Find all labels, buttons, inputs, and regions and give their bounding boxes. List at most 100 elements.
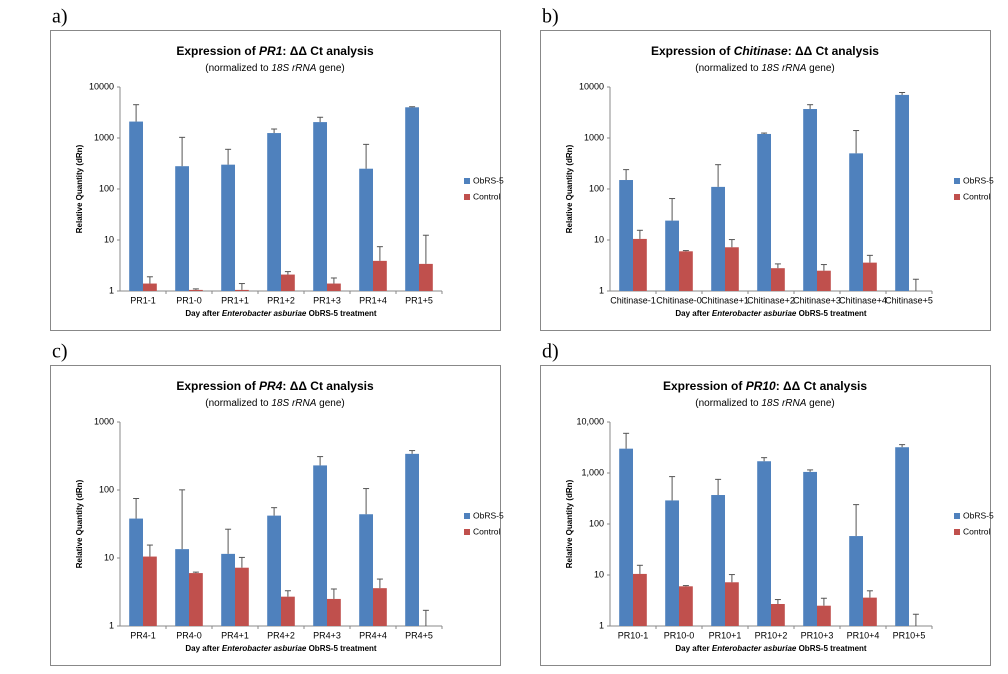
- error-bar: [899, 444, 906, 448]
- legend-label: ObRS-5: [473, 510, 504, 520]
- y-tick-label: 10: [594, 234, 604, 244]
- chart-title-part: : ΔΔ Ct analysis: [282, 379, 374, 393]
- legend-label: ObRS-5: [963, 510, 994, 520]
- bar: [143, 283, 157, 291]
- bar: [189, 289, 203, 291]
- chart-subtitle-part: gene): [806, 63, 834, 74]
- chart-subtitle-part: 18S rRNA: [761, 398, 806, 409]
- x-tick-label: PR4+5: [405, 630, 433, 640]
- error-bar: [728, 574, 735, 583]
- error-bar: [761, 132, 768, 134]
- panel: a) Expression of PR1: ΔΔ Ct analysis (norm…: [50, 6, 504, 331]
- legend-swatch: [464, 513, 470, 519]
- bar: [281, 596, 295, 626]
- chart-title: Expression of PR4: ΔΔ Ct analysis: [176, 379, 374, 393]
- bar: [849, 536, 863, 626]
- chart-title: Expression of PR10: ΔΔ Ct analysis: [663, 379, 867, 393]
- bar: [175, 166, 189, 291]
- legend-swatch: [954, 178, 960, 184]
- error-bar: [192, 288, 199, 290]
- bar: [665, 500, 679, 626]
- error-bar: [133, 104, 140, 122]
- chart-title-part: : ΔΔ Ct analysis: [776, 379, 868, 393]
- bar: [419, 263, 433, 291]
- bar: [817, 270, 831, 291]
- chart-title: Expression of PR1: ΔΔ Ct analysis: [176, 44, 374, 58]
- x-tick-label: PR1+5: [405, 295, 433, 305]
- chart-title-part: Expression of: [176, 44, 259, 58]
- error-bar: [853, 504, 860, 537]
- x-tick-label: Chitinase+4: [839, 295, 887, 305]
- error-bar: [330, 588, 337, 599]
- error-bar: [820, 597, 827, 606]
- x-axis-title-part: Day after: [675, 309, 711, 318]
- x-tick-label: PR10+1: [709, 630, 742, 640]
- legend-swatch: [954, 529, 960, 535]
- bar: [143, 556, 157, 626]
- error-bar: [636, 229, 643, 239]
- x-axis-title: Day after Enterobacter asburiae ObRS-5 t…: [185, 309, 377, 318]
- error-bar: [146, 276, 153, 284]
- error-bar: [866, 590, 873, 598]
- bar: [633, 573, 647, 626]
- x-tick-label: PR10+4: [847, 630, 880, 640]
- panel-label: a): [52, 6, 68, 28]
- legend-label: ObRS-5: [473, 175, 504, 185]
- y-tick-label: 1000: [94, 132, 114, 142]
- x-tick-label: PR10-0: [664, 630, 695, 640]
- bar: [863, 262, 877, 291]
- legend-swatch: [464, 194, 470, 200]
- chart-title-part: Expression of: [663, 379, 746, 393]
- bar: [895, 94, 909, 292]
- chart-subtitle: (normalized to 18S rRNA gene): [205, 63, 345, 74]
- panel: c) Expression of PR4: ΔΔ Ct analysis (norm…: [50, 341, 504, 666]
- panel-frame: [50, 30, 501, 331]
- error-bar: [636, 564, 643, 574]
- bar: [771, 604, 785, 626]
- bar: [895, 447, 909, 626]
- bar: [725, 247, 739, 291]
- bar: [711, 495, 725, 626]
- bar: [129, 121, 143, 291]
- legend-label: Control: [963, 526, 991, 536]
- chart-title-part: PR4: [259, 379, 283, 393]
- y-tick-label: 100: [589, 183, 604, 193]
- x-axis-title: Day after Enterobacter asburiae ObRS-5 t…: [675, 644, 867, 653]
- chart-subtitle: (normalized to 18S rRNA gene): [695, 398, 835, 409]
- x-tick-label: PR1-1: [130, 295, 156, 305]
- error-bar: [715, 164, 722, 187]
- legend-label: Control: [473, 526, 501, 536]
- bar: [235, 567, 249, 626]
- bar: [757, 461, 771, 626]
- bar: [711, 186, 725, 291]
- chart-subtitle-part: (normalized to: [695, 63, 761, 74]
- error-bar: [623, 169, 630, 181]
- x-tick-label: PR4+4: [359, 630, 387, 640]
- bar: [803, 109, 817, 291]
- bar: [313, 465, 327, 626]
- error-bar: [774, 599, 781, 605]
- x-axis-title-part: Enterobacter asburiae: [222, 644, 307, 653]
- error-bar: [409, 106, 416, 108]
- x-tick-label: PR1+3: [313, 295, 341, 305]
- error-bar: [774, 263, 781, 269]
- chart-title-part: Chitinase: [734, 44, 788, 58]
- bar: [405, 453, 419, 626]
- chart-subtitle-part: gene): [316, 63, 344, 74]
- error-bar: [133, 497, 140, 519]
- legend-label: Control: [473, 191, 501, 201]
- bar: [281, 274, 295, 291]
- x-tick-label: PR10+5: [893, 630, 926, 640]
- x-axis-title-part: ObRS-5 treatment: [796, 309, 867, 318]
- bar: [267, 515, 281, 626]
- bar: [633, 238, 647, 291]
- chart-subtitle-part: 18S rRNA: [761, 63, 806, 74]
- x-axis-title-part: Day after: [185, 644, 221, 653]
- bar: [405, 107, 419, 291]
- x-tick-label: PR4+3: [313, 630, 341, 640]
- legend-swatch: [954, 194, 960, 200]
- y-tick-label: 100: [99, 484, 114, 494]
- error-bar: [179, 136, 186, 167]
- error-bar: [284, 271, 291, 275]
- panel-frame: [540, 30, 991, 331]
